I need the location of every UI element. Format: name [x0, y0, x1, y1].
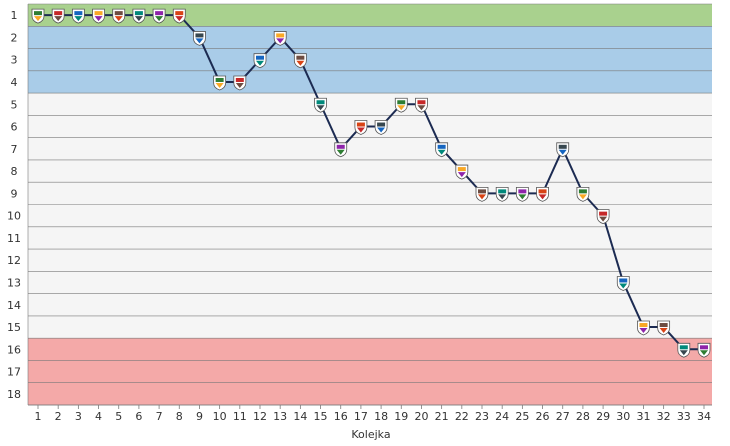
match-marker [576, 186, 590, 202]
x-axis-ticks: 1 2 3 4 5 6 7 8 9 10 11 12 13 14 15 16 17 18 19 20 21 22 23 24 2… [35, 410, 712, 423]
x-tick-label: 3 [75, 410, 82, 423]
match-marker [273, 31, 287, 46]
match-marker [293, 53, 307, 69]
x-tick-label: 5 [115, 410, 122, 423]
x-tick-label: 27 [556, 410, 570, 423]
x-tick-label: 25 [515, 410, 529, 423]
x-tick-label: 16 [334, 410, 348, 423]
zone-band-2 [28, 26, 712, 94]
x-tick-label: 32 [657, 410, 671, 423]
match-marker [233, 75, 247, 91]
match-marker [314, 97, 327, 113]
x-tick-label: 6 [135, 410, 142, 423]
match-marker [172, 8, 186, 24]
match-marker [71, 8, 85, 24]
zone-band-1 [28, 4, 712, 27]
match-marker [455, 164, 469, 180]
match-marker [515, 186, 529, 202]
x-tick-label: 19 [394, 410, 408, 423]
x-tick-label: 34 [697, 410, 711, 423]
y-tick-label: 12 [7, 254, 21, 267]
y-tick-label: 18 [7, 388, 21, 401]
x-tick-label: 1 [35, 410, 42, 423]
x-axis [28, 404, 712, 409]
y-tick-label: 17 [7, 366, 21, 379]
x-tick-label: 9 [196, 410, 203, 423]
x-tick-label: 11 [233, 410, 247, 423]
match-marker [435, 142, 449, 158]
series-line [38, 14, 704, 351]
x-tick-label: 22 [455, 410, 469, 423]
x-tick-label: 2 [55, 410, 62, 423]
y-tick-label: 11 [7, 232, 21, 245]
zone-bands [28, 4, 712, 405]
match-marker [475, 186, 489, 202]
x-tick-label: 28 [576, 410, 590, 423]
x-tick-label: 23 [475, 410, 489, 423]
y-tick-label: 6 [11, 121, 18, 134]
match-marker [334, 142, 348, 158]
match-marker [495, 186, 509, 202]
match-marker [394, 97, 408, 113]
x-tick-label: 30 [616, 410, 630, 423]
match-markers [31, 8, 711, 358]
y-tick-label: 1 [11, 9, 18, 22]
y-tick-label: 13 [7, 276, 21, 289]
x-tick-label: 17 [354, 410, 368, 423]
match-marker [354, 120, 368, 135]
x-tick-label: 18 [374, 410, 388, 423]
x-axis-label: Kolejka [351, 428, 390, 441]
match-marker [374, 120, 388, 135]
match-marker [51, 8, 65, 24]
match-marker [253, 53, 267, 69]
match-marker [132, 8, 146, 24]
y-tick-label: 8 [11, 165, 18, 178]
match-marker [677, 342, 691, 358]
match-marker [536, 186, 549, 202]
match-marker [697, 342, 711, 358]
x-tick-label: 21 [435, 410, 449, 423]
match-marker [637, 320, 650, 336]
x-tick-label: 4 [95, 410, 102, 423]
x-tick-label: 8 [176, 410, 183, 423]
y-tick-label: 4 [11, 76, 18, 89]
x-tick-label: 29 [596, 410, 610, 423]
x-tick-label: 10 [213, 410, 227, 423]
match-marker [556, 142, 570, 158]
x-tick-label: 14 [293, 410, 307, 423]
y-tick-label: 16 [7, 343, 21, 356]
x-tick-label: 13 [273, 410, 287, 423]
match-marker [616, 276, 630, 291]
match-marker [92, 8, 105, 24]
match-marker [152, 8, 166, 24]
match-marker [31, 8, 45, 24]
series-line-1 [38, 14, 704, 351]
y-tick-label: 7 [11, 143, 18, 156]
match-marker [213, 75, 227, 91]
match-marker [596, 209, 610, 225]
y-tick-label: 3 [11, 54, 18, 67]
y-tick-label: 10 [7, 210, 21, 223]
x-tick-label: 20 [414, 410, 428, 423]
match-marker [112, 8, 126, 24]
y-tick-label: 15 [7, 321, 21, 334]
match-marker [657, 320, 671, 336]
match-marker [415, 97, 428, 113]
x-tick-label: 7 [156, 410, 163, 423]
x-tick-label: 12 [253, 410, 267, 423]
y-tick-label: 2 [11, 31, 18, 44]
x-tick-label: 15 [314, 410, 328, 423]
x-tick-label: 33 [677, 410, 691, 423]
x-tick-label: 26 [536, 410, 550, 423]
x-tick-label: 31 [636, 410, 650, 423]
y-tick-label: 14 [7, 299, 21, 312]
y-tick-label: 9 [11, 187, 18, 200]
match-marker [193, 31, 206, 46]
zone-band-4 [28, 338, 712, 405]
x-tick-label: 24 [495, 410, 509, 423]
y-tick-label: 5 [11, 98, 18, 111]
